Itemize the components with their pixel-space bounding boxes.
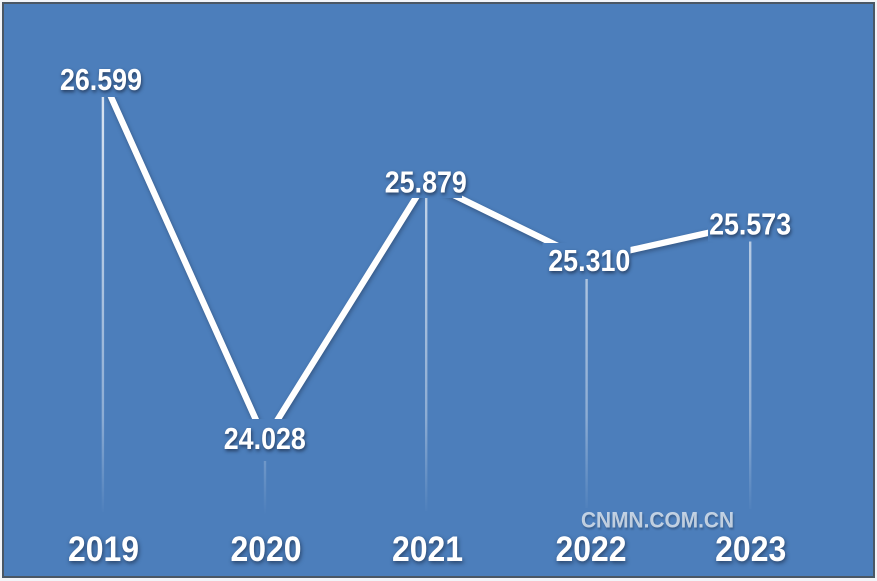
svg-text:2021: 2021 [392,529,463,569]
svg-text:CNMN.COM.CN: CNMN.COM.CN [581,508,734,533]
svg-text:25.573: 25.573 [709,208,791,242]
svg-text:25.879: 25.879 [385,166,467,200]
svg-text:2019: 2019 [68,529,139,569]
svg-text:2023: 2023 [715,529,786,569]
svg-text:25.310: 25.310 [548,244,630,278]
svg-text:26.599: 26.599 [60,63,142,97]
svg-text:24.028: 24.028 [224,422,306,456]
svg-text:2020: 2020 [230,529,301,569]
svg-text:2022: 2022 [555,529,626,569]
